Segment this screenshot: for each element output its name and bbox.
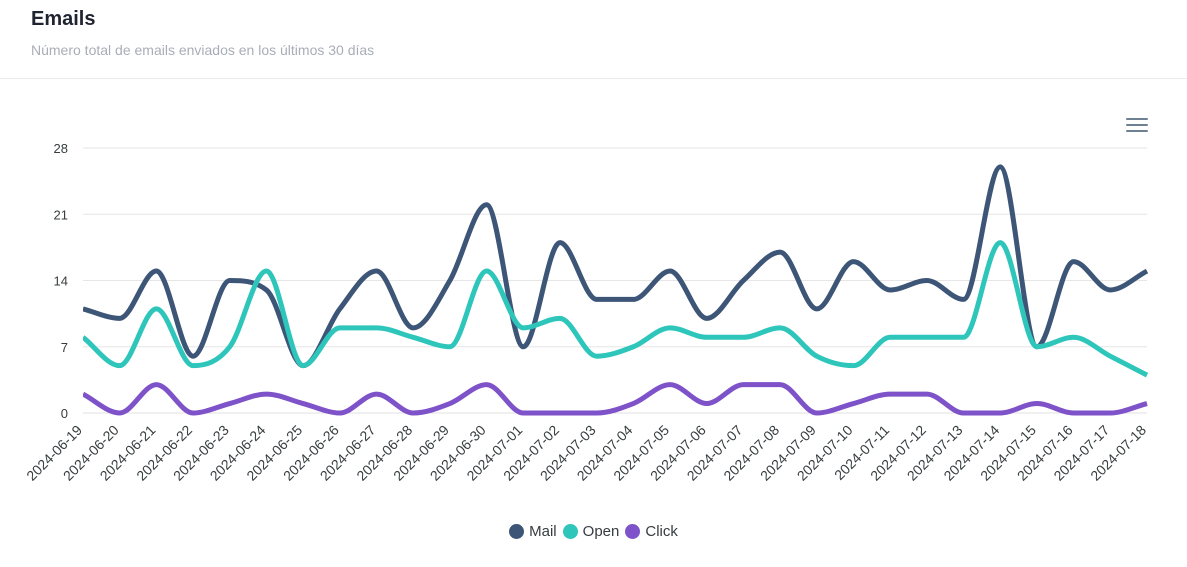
legend-label: Mail — [529, 523, 557, 540]
series-line-click — [83, 382, 1148, 416]
legend-label: Click — [645, 523, 678, 540]
legend-item-open[interactable]: Open — [562, 523, 620, 540]
menu-icon-bar — [1126, 130, 1148, 132]
menu-icon-bar — [1126, 118, 1148, 120]
chart-subtitle: Número total de emails enviados en los ú… — [31, 42, 375, 58]
series-line-open — [83, 240, 1149, 378]
y-tick-label: 28 — [54, 141, 68, 156]
y-tick-label: 21 — [54, 207, 68, 222]
hamburger-menu-icon[interactable] — [1126, 118, 1148, 136]
legend-marker — [562, 524, 578, 539]
menu-icon-bar — [1126, 124, 1148, 126]
y-tick-label: 14 — [54, 274, 68, 289]
card-header: Emails Número total de emails enviados e… — [0, 0, 1187, 79]
y-tick-label: 7 — [61, 340, 68, 355]
series-line-mail — [83, 164, 1149, 369]
legend-label: Open — [582, 523, 620, 540]
chart-title: Emails — [31, 8, 96, 30]
y-tick-label: 0 — [61, 406, 68, 421]
chart-legend: Mail Open Click — [0, 523, 1187, 545]
legend-item-mail[interactable]: Mail — [509, 523, 557, 540]
legend-marker — [625, 524, 641, 539]
legend-item-click[interactable]: Click — [625, 523, 678, 540]
legend-marker — [509, 524, 525, 539]
